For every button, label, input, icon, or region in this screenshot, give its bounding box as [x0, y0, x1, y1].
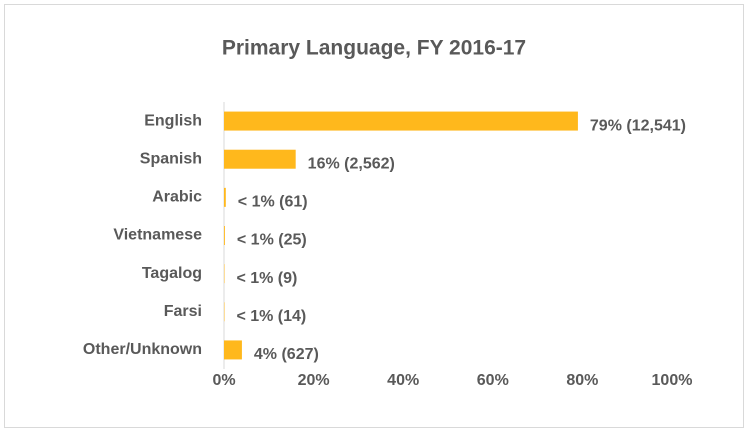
- y-tick-label: Spanish: [140, 150, 202, 167]
- x-tick-label: 20%: [298, 372, 330, 389]
- data-label: < 1% (25): [237, 232, 307, 249]
- x-tick-label: 0%: [212, 372, 235, 389]
- data-label: 4% (627): [254, 346, 319, 363]
- y-tick-label: Tagalog: [142, 265, 202, 282]
- x-tick-label: 60%: [477, 372, 509, 389]
- y-tick-label: Farsi: [164, 303, 202, 320]
- y-tick-label: Vietnamese: [113, 227, 202, 244]
- data-label: < 1% (61): [238, 194, 308, 211]
- bar: [224, 149, 296, 169]
- x-tick-label: 80%: [566, 372, 598, 389]
- bar: [224, 111, 578, 131]
- y-tick-label: Arabic: [152, 189, 202, 206]
- x-tick-label: 40%: [387, 372, 419, 389]
- y-tick-label: Other/Unknown: [83, 341, 202, 358]
- data-label: 16% (2,562): [308, 155, 395, 172]
- data-label: 79% (12,541): [590, 117, 686, 134]
- bar: [224, 187, 226, 207]
- data-label: < 1% (9): [236, 270, 297, 287]
- chart-title: Primary Language, FY 2016-17: [222, 37, 526, 60]
- y-tick-label: English: [144, 112, 202, 129]
- chart-border: [4, 4, 744, 428]
- data-label: < 1% (14): [236, 308, 306, 325]
- x-tick-label: 100%: [652, 372, 693, 389]
- bar: [224, 340, 242, 360]
- bar: [224, 226, 225, 245]
